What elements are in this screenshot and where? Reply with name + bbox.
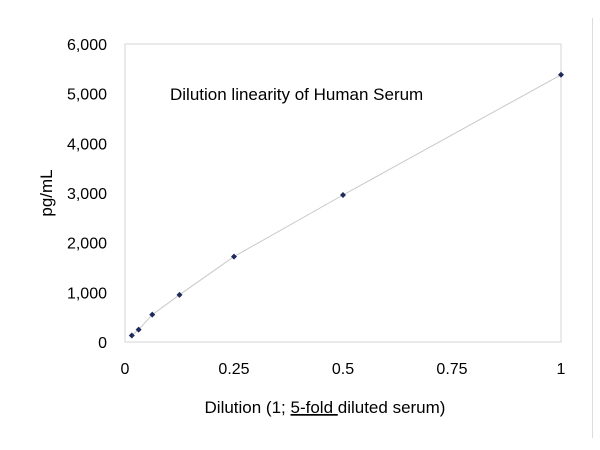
x-tick-label: 0.25 (218, 361, 249, 378)
data-point (231, 253, 237, 260)
y-tick-label: 0 (98, 335, 107, 352)
data-point (128, 332, 135, 339)
x-tick-label: 0.75 (436, 361, 467, 378)
y-tick-label: 3,000 (67, 186, 107, 203)
x-axis-title-suffix: diluted serum) (338, 398, 446, 417)
x-tick-label: 1 (557, 361, 566, 378)
data-point (135, 326, 142, 333)
x-axis-ticks: 0 0.25 0.5 0.75 1 (121, 361, 566, 378)
x-axis-title-prefix: Dilution (1; (205, 398, 291, 417)
y-tick-label: 6,000 (67, 37, 107, 54)
x-tick-label: 0 (121, 361, 130, 378)
y-tick-label: 4,000 (67, 136, 107, 153)
y-tick-label: 1,000 (67, 285, 107, 302)
data-point (149, 311, 156, 318)
x-axis-title-underlined: 5-fold (291, 398, 338, 417)
y-axis-ticks: 0 1,000 2,000 3,000 4,000 5,000 6,000 (67, 37, 107, 352)
data-point (558, 71, 564, 78)
x-tick-label: 0.5 (332, 361, 354, 378)
x-axis-title: Dilution (1; 5-fold diluted serum) (205, 398, 446, 417)
y-tick-label: 5,000 (67, 87, 107, 104)
data-points (128, 71, 564, 339)
data-point (340, 191, 346, 198)
chart-annotation: Dilution linearity of Human Serum (170, 85, 423, 104)
data-point (176, 291, 183, 298)
y-axis-title: pg/mL (37, 169, 56, 216)
right-frame-divider (592, 18, 593, 438)
y-tick-label: 2,000 (67, 236, 107, 253)
